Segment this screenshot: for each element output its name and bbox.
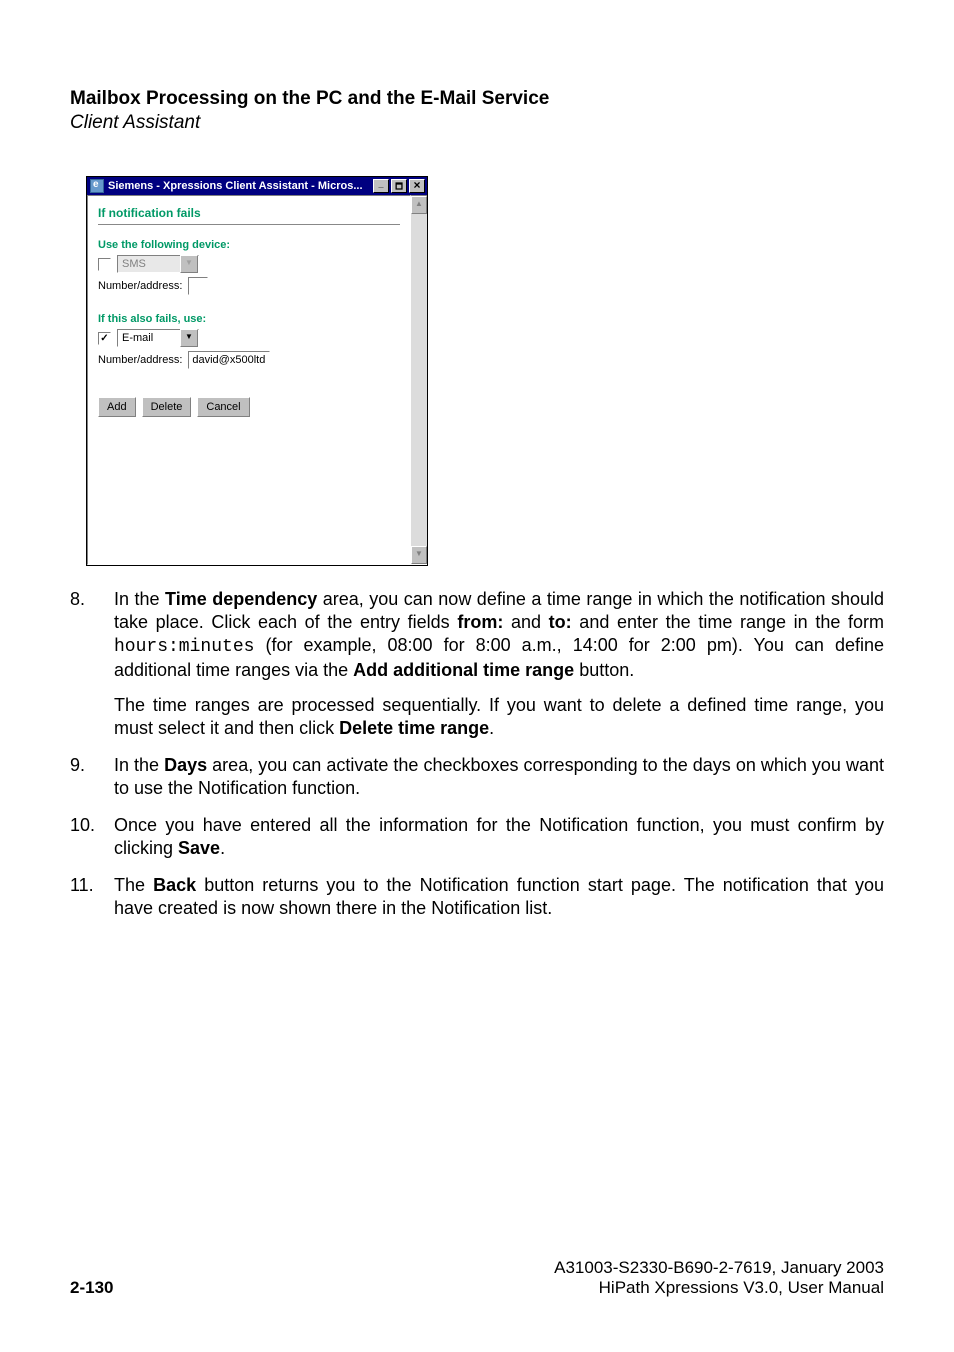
bold-days: Days bbox=[164, 755, 207, 775]
txt: In the bbox=[114, 589, 165, 609]
window-body: If notification fails Use the following … bbox=[87, 195, 427, 565]
device2-addr-label: Number/address: bbox=[98, 354, 182, 366]
txt: . bbox=[220, 838, 225, 858]
item-number: 8. bbox=[70, 588, 114, 740]
instruction-list: 8. In the Time dependency area, you can … bbox=[70, 588, 884, 920]
page-number: 2-130 bbox=[70, 1278, 113, 1298]
txt: and bbox=[503, 612, 548, 632]
list-item-11: 11. The Back button returns you to the N… bbox=[70, 874, 884, 920]
page-header: Mailbox Processing on the PC and the E-M… bbox=[70, 88, 884, 134]
chevron-down-icon bbox=[180, 329, 198, 347]
dialog-window: Siemens - Xpressions Client Assistant - … bbox=[86, 176, 428, 566]
close-button[interactable] bbox=[409, 179, 425, 193]
scroll-up-icon[interactable] bbox=[411, 196, 427, 214]
mono-hours-minutes: hours:minutes bbox=[114, 637, 254, 657]
maximize-button[interactable] bbox=[391, 179, 407, 193]
txt: and enter the time range in the form bbox=[572, 612, 884, 632]
doc-id: A31003-S2330-B690-2-7619, January 2003 bbox=[554, 1258, 884, 1278]
device1-dropdown-value: SMS bbox=[118, 258, 180, 270]
txt: The bbox=[114, 875, 153, 895]
cancel-button[interactable]: Cancel bbox=[197, 397, 249, 417]
item-text: The Back button returns you to the Notif… bbox=[114, 874, 884, 920]
device2-addr-row: Number/address: david@x500ltd bbox=[98, 351, 400, 369]
device2-label: If this also fails, use: bbox=[98, 313, 400, 325]
device2-dropdown[interactable]: E-mail bbox=[117, 329, 199, 347]
content-area: If notification fails Use the following … bbox=[87, 195, 411, 565]
bold-add-time-range: Add additional time range bbox=[353, 660, 574, 680]
titlebar-left: Siemens - Xpressions Client Assistant - … bbox=[90, 179, 363, 193]
item-text: In the Days area, you can activate the c… bbox=[114, 754, 884, 800]
txt: . bbox=[489, 718, 494, 738]
scroll-down-icon[interactable] bbox=[411, 546, 427, 564]
txt: area, you can activate the checkboxes co… bbox=[114, 755, 884, 798]
chevron-down-icon bbox=[180, 255, 198, 273]
device2-row: E-mail bbox=[98, 329, 400, 347]
item-number: 10. bbox=[70, 814, 114, 860]
titlebar-buttons bbox=[373, 179, 427, 193]
device1-dropdown[interactable]: SMS bbox=[117, 255, 199, 273]
doc-title: HiPath Xpressions V3.0, User Manual bbox=[554, 1278, 884, 1298]
device2-checkbox[interactable] bbox=[98, 332, 111, 345]
header-subtitle: Client Assistant bbox=[70, 112, 884, 134]
window-title: Siemens - Xpressions Client Assistant - … bbox=[108, 180, 363, 192]
txt: Once you have entered all the informatio… bbox=[114, 815, 884, 858]
device1-checkbox[interactable] bbox=[98, 258, 111, 271]
delete-button[interactable]: Delete bbox=[142, 397, 192, 417]
titlebar: Siemens - Xpressions Client Assistant - … bbox=[87, 177, 427, 195]
bold-back: Back bbox=[153, 875, 196, 895]
device2-addr-input[interactable]: david@x500ltd bbox=[188, 351, 270, 369]
page-footer: 2-130 A31003-S2330-B690-2-7619, January … bbox=[70, 1258, 884, 1298]
bold-from: from: bbox=[457, 612, 503, 632]
page: Mailbox Processing on the PC and the E-M… bbox=[0, 0, 954, 1352]
add-button[interactable]: Add bbox=[98, 397, 136, 417]
bold-to: to: bbox=[549, 612, 572, 632]
device1-addr-row: Number/address: bbox=[98, 277, 400, 295]
bold-time-dependency: Time dependency bbox=[165, 589, 317, 609]
vertical-scrollbar[interactable] bbox=[411, 195, 427, 565]
button-row: Add Delete Cancel bbox=[98, 397, 400, 417]
device1-row: SMS bbox=[98, 255, 400, 273]
bold-delete-time-range: Delete time range bbox=[339, 718, 489, 738]
device1-label: Use the following device: bbox=[98, 239, 400, 251]
txt: button returns you to the Notification f… bbox=[114, 875, 884, 918]
list-item-8: 8. In the Time dependency area, you can … bbox=[70, 588, 884, 740]
minimize-button[interactable] bbox=[373, 179, 389, 193]
list-item-10: 10. Once you have entered all the inform… bbox=[70, 814, 884, 860]
item-number: 9. bbox=[70, 754, 114, 800]
item-number: 11. bbox=[70, 874, 114, 920]
device1-addr-input[interactable] bbox=[188, 277, 208, 295]
txt: button. bbox=[574, 660, 634, 680]
header-title: Mailbox Processing on the PC and the E-M… bbox=[70, 88, 884, 110]
divider bbox=[98, 224, 400, 225]
device1-addr-label: Number/address: bbox=[98, 280, 182, 292]
section-title: If notification fails bbox=[98, 206, 400, 220]
list-item-9: 9. In the Days area, you can activate th… bbox=[70, 754, 884, 800]
bold-save: Save bbox=[178, 838, 220, 858]
txt: In the bbox=[114, 755, 164, 775]
txt: The time ranges are processed sequential… bbox=[114, 695, 884, 738]
device2-dropdown-value: E-mail bbox=[118, 332, 180, 344]
item-text: In the Time dependency area, you can now… bbox=[114, 588, 884, 740]
footer-right: A31003-S2330-B690-2-7619, January 2003 H… bbox=[554, 1258, 884, 1298]
app-icon bbox=[90, 179, 104, 193]
item-text: Once you have entered all the informatio… bbox=[114, 814, 884, 860]
